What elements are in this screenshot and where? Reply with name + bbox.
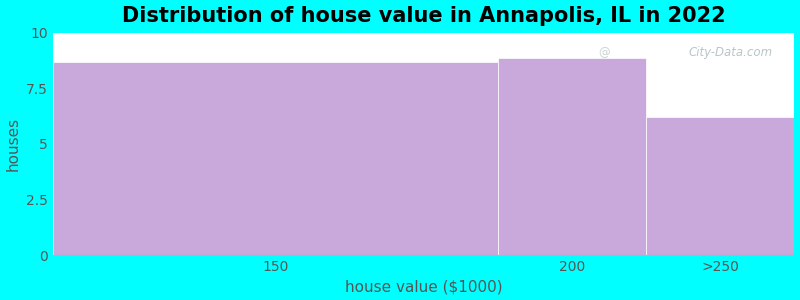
Y-axis label: houses: houses bbox=[6, 117, 21, 171]
Text: @: @ bbox=[598, 46, 610, 59]
Text: City-Data.com: City-Data.com bbox=[688, 46, 772, 59]
Bar bbox=[646, 117, 794, 255]
Title: Distribution of house value in Annapolis, IL in 2022: Distribution of house value in Annapolis… bbox=[122, 6, 726, 26]
Bar bbox=[498, 58, 646, 255]
X-axis label: house value ($1000): house value ($1000) bbox=[345, 279, 502, 294]
Bar bbox=[53, 61, 498, 255]
